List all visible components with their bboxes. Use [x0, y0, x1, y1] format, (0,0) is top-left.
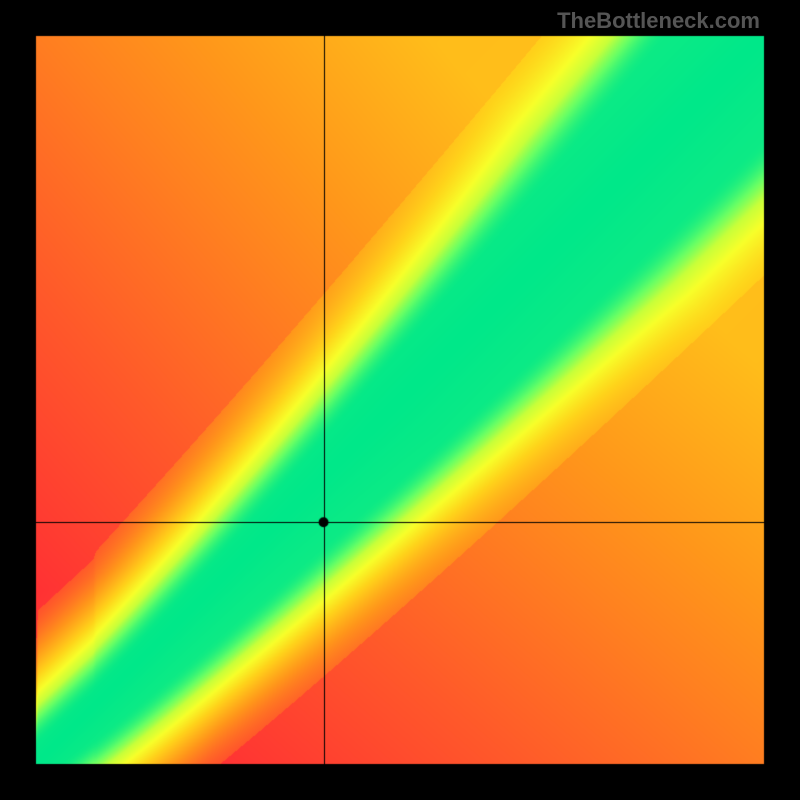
- heatmap-canvas: [0, 0, 800, 800]
- chart-root: TheBottleneck.com: [0, 0, 800, 800]
- watermark-label: TheBottleneck.com: [557, 8, 760, 34]
